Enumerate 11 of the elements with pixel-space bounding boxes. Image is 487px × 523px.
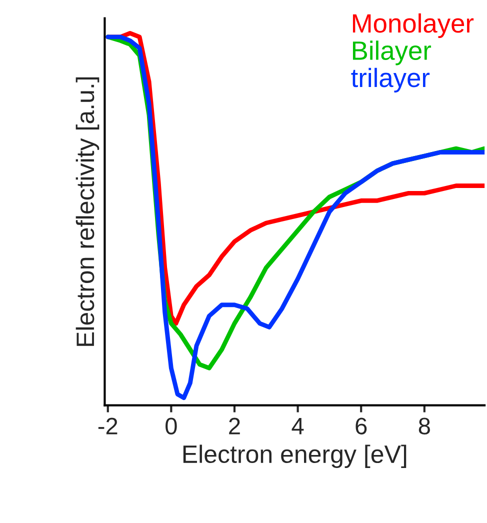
text: trilayer: [351, 68, 430, 92]
x-axis-title: Electron energy [eV]: [183, 444, 406, 468]
x-tick-label: 0: [166, 418, 177, 434]
x-tick-label: 4: [292, 418, 304, 434]
y-axis-title: Electron reflectivity [a.u.]: [76, 77, 100, 346]
x-tick-label: -2: [98, 418, 118, 434]
x-tick-label: 6: [356, 418, 367, 434]
text: Bilayer: [352, 40, 432, 66]
x-tick-label: 8: [418, 418, 430, 434]
text: Monolayer: [352, 13, 474, 38]
x-tick-label: 2: [229, 418, 240, 434]
